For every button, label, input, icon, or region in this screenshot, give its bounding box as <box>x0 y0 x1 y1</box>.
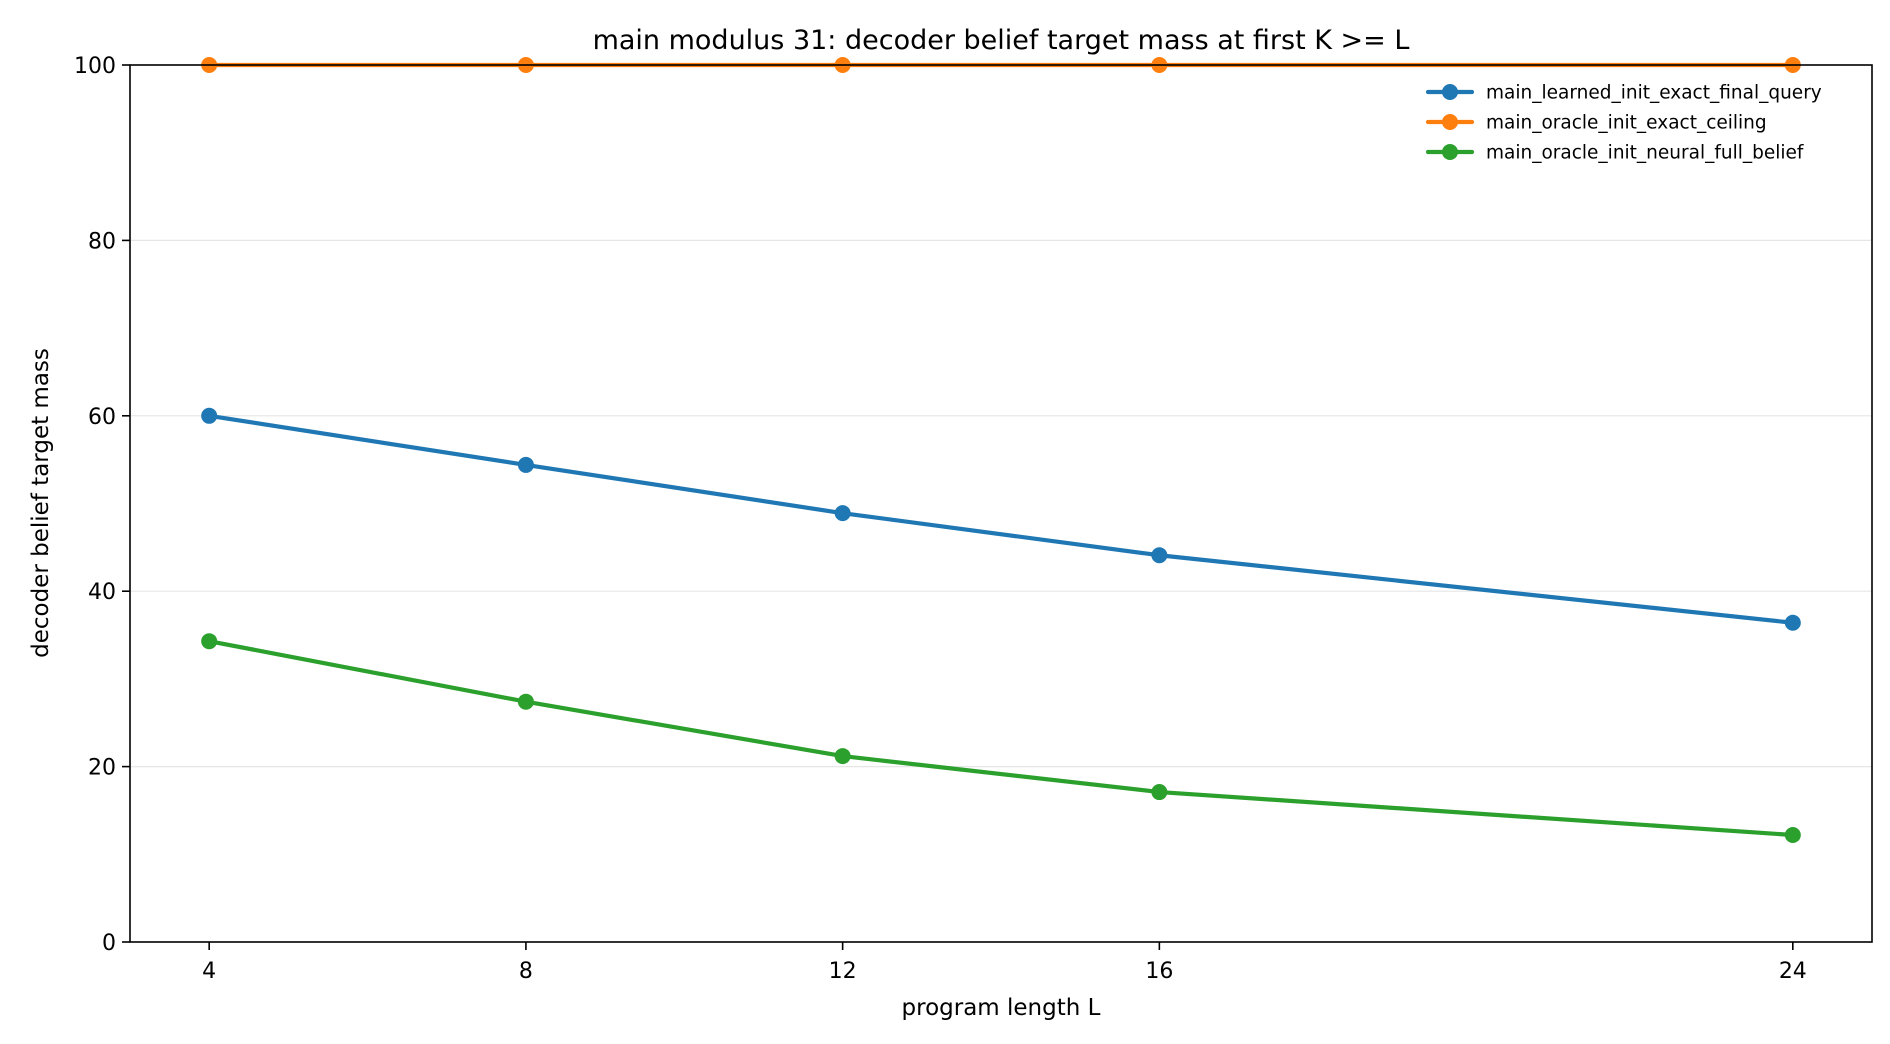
data-point-main_learned_init_exact_final_query-16 <box>1151 547 1168 564</box>
data-point-main_oracle_init_neural_full_belief-12 <box>834 748 851 765</box>
data-point-main_oracle_init_neural_full_belief-24 <box>1784 827 1801 844</box>
y-tick-label: 40 <box>88 580 116 605</box>
data-point-main_learned_init_exact_final_query-12 <box>834 505 851 522</box>
y-tick-label: 0 <box>102 931 116 956</box>
y-tick-label: 20 <box>88 756 116 781</box>
data-point-main_oracle_init_neural_full_belief-8 <box>517 693 534 710</box>
y-tick-label: 60 <box>88 405 116 430</box>
x-tick-label: 16 <box>1145 959 1173 984</box>
y-axis-label: decoder belief target mass <box>28 348 54 658</box>
legend-marker-main_oracle_init_exact_ceiling <box>1442 114 1458 130</box>
y-tick-label: 80 <box>88 229 116 254</box>
x-tick-label: 4 <box>202 959 216 984</box>
plot-frame <box>129 64 1873 943</box>
data-point-main_learned_init_exact_final_query-24 <box>1784 614 1801 631</box>
data-point-main_learned_init_exact_final_query-8 <box>517 456 534 473</box>
x-axis-label: program length L <box>902 995 1101 1021</box>
data-point-main_oracle_init_neural_full_belief-16 <box>1151 784 1168 801</box>
x-tick-label: 24 <box>1779 959 1807 984</box>
legend-marker-main_learned_init_exact_final_query <box>1442 84 1458 100</box>
legend-label-main_oracle_init_neural_full_belief: main_oracle_init_neural_full_belief <box>1486 143 1804 164</box>
data-point-main_learned_init_exact_final_query-4 <box>201 407 218 424</box>
legend-label-main_learned_init_exact_final_query: main_learned_init_exact_final_query <box>1486 83 1822 104</box>
x-tick-label: 12 <box>829 959 857 984</box>
legend-marker-main_oracle_init_neural_full_belief <box>1442 144 1458 160</box>
tick-layer: 0 20 40 60 80 100 4 8 12 16 24 <box>74 54 1807 984</box>
chart-title: main modulus 31: decoder belief target m… <box>593 25 1410 56</box>
y-tick-label: 100 <box>74 54 116 79</box>
legend-label-main_oracle_init_exact_ceiling: main_oracle_init_exact_ceiling <box>1486 113 1767 134</box>
x-tick-label: 8 <box>519 959 533 984</box>
data-point-main_oracle_init_neural_full_belief-4 <box>201 633 218 650</box>
legend: main_learned_init_exact_final_query main_… <box>1425 83 1822 164</box>
grid-layer <box>130 239 1872 768</box>
